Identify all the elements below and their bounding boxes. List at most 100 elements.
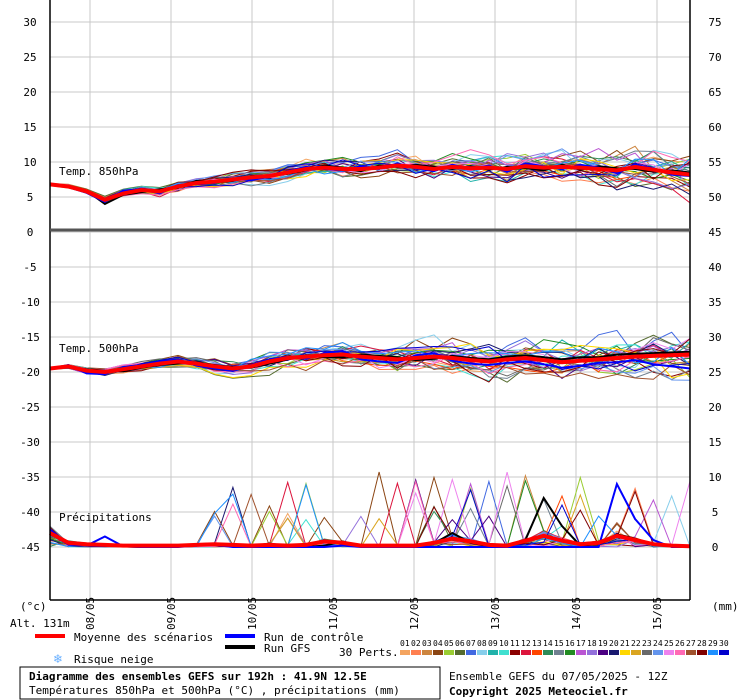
pert-number: 30 bbox=[719, 639, 729, 648]
pert-swatch bbox=[466, 650, 476, 655]
pert-swatch bbox=[565, 650, 575, 655]
pert-swatch bbox=[510, 650, 520, 655]
pert-swatch bbox=[411, 650, 421, 655]
left-tick-label: 10 bbox=[23, 156, 36, 169]
right-tick-label: 55 bbox=[708, 156, 721, 169]
pert-swatch bbox=[631, 650, 641, 655]
x-tick-label: 15/05 bbox=[651, 597, 664, 630]
footer-run: Ensemble GEFS du 07/05/2025 - 12Z bbox=[449, 670, 668, 683]
right-tick-label: 0 bbox=[712, 541, 719, 554]
right-tick-label: 30 bbox=[708, 331, 721, 344]
pert-number: 08 bbox=[477, 639, 487, 648]
altitude-label: Alt. 131m bbox=[10, 617, 70, 630]
pert-number: 16 bbox=[565, 639, 575, 648]
legend-gfs-label: Run GFS bbox=[264, 642, 310, 655]
footer-subtitle: Températures 850hPa et 500hPa (°C) , pré… bbox=[29, 684, 400, 697]
pert-number: 18 bbox=[587, 639, 597, 648]
left-tick-label: 15 bbox=[23, 121, 36, 134]
pert-number: 28 bbox=[697, 639, 707, 648]
perturbation-legend: 01 02 03 04 05 06 07 08 09 10 11 12 13 14 15 16 17 18 19 20… bbox=[400, 639, 729, 655]
left-tick-label: -40 bbox=[20, 506, 40, 519]
left-tick-label: 5 bbox=[27, 191, 34, 204]
legend-control-swatch bbox=[225, 634, 255, 638]
x-tick-label: 13/05 bbox=[489, 597, 502, 630]
pert-swatch bbox=[543, 650, 553, 655]
left-tick-label: -20 bbox=[20, 366, 40, 379]
label-t850: Temp. 850hPa bbox=[59, 165, 138, 178]
left-axis: 30 25 20 15 10 5 0 -5 -10 -15 -20 -25 -30 -35 -40 -45 bbox=[20, 16, 40, 554]
pert-swatch bbox=[455, 650, 465, 655]
pert-number: 22 bbox=[631, 639, 641, 648]
pert-number: 21 bbox=[620, 639, 630, 648]
right-unit-label: (mm) bbox=[712, 600, 739, 613]
pert-number: 03 bbox=[422, 639, 432, 648]
pert-swatch bbox=[653, 650, 663, 655]
left-tick-label: 25 bbox=[23, 51, 36, 64]
mean-t500-line bbox=[49, 352, 691, 375]
pert-swatch bbox=[532, 650, 542, 655]
left-tick-label: -30 bbox=[20, 436, 40, 449]
mean-t850-line bbox=[49, 163, 691, 202]
grid bbox=[50, 0, 690, 600]
pert-swatch bbox=[433, 650, 443, 655]
footer-title: Diagramme des ensembles GEFS sur 192h : … bbox=[29, 670, 367, 683]
pert-swatch bbox=[587, 650, 597, 655]
right-tick-label: 20 bbox=[708, 401, 721, 414]
pert-number: 07 bbox=[466, 639, 476, 648]
right-tick-label: 75 bbox=[708, 16, 721, 29]
pert-number: 29 bbox=[708, 639, 718, 648]
pert-number: 26 bbox=[675, 639, 685, 648]
right-tick-label: 5 bbox=[712, 506, 719, 519]
footer-copyright: Copyright 2025 Meteociel.fr bbox=[449, 685, 628, 698]
label-t500: Temp. 500hPa bbox=[59, 342, 138, 355]
legend-mean-swatch bbox=[35, 634, 65, 638]
right-tick-label: 10 bbox=[708, 471, 721, 484]
footer-box bbox=[19, 666, 441, 700]
pert-number: 04 bbox=[433, 639, 443, 648]
x-tick-label: 12/05 bbox=[408, 597, 421, 630]
x-tick-label: 09/05 bbox=[165, 597, 178, 630]
x-axis: 08/05 09/05 10/05 11/05 12/05 13/05 14/05 15/05 bbox=[84, 597, 664, 630]
main-series bbox=[49, 162, 691, 549]
legend-mean-label: Moyenne des scénarios bbox=[74, 631, 213, 644]
pert-number: 23 bbox=[642, 639, 652, 648]
mean-precip-line bbox=[49, 531, 691, 549]
right-tick-label: 70 bbox=[708, 51, 721, 64]
pert-number: 12 bbox=[521, 639, 531, 648]
left-tick-label: 0 bbox=[27, 226, 34, 239]
left-tick-label: -25 bbox=[20, 401, 40, 414]
left-tick-label: -15 bbox=[20, 331, 40, 344]
pert-swatch bbox=[609, 650, 619, 655]
left-tick-label: -5 bbox=[23, 261, 36, 274]
right-tick-label: 25 bbox=[708, 366, 721, 379]
pert-swatch bbox=[499, 650, 509, 655]
pert-number: 24 bbox=[653, 639, 663, 648]
x-tick-label: 11/05 bbox=[327, 597, 340, 630]
legend: Moyenne des scénarios Run de contrôle Ru… bbox=[35, 631, 729, 666]
left-tick-label: -35 bbox=[20, 471, 40, 484]
pert-swatch bbox=[444, 650, 454, 655]
pert-swatch bbox=[576, 650, 586, 655]
x-tick-label: 10/05 bbox=[246, 597, 259, 630]
label-precip: Précipitations bbox=[59, 511, 152, 524]
right-tick-label: 65 bbox=[708, 86, 721, 99]
left-tick-label: -10 bbox=[20, 296, 40, 309]
right-tick-label: 60 bbox=[708, 121, 721, 134]
legend-snow-label: Risque neige bbox=[74, 653, 153, 666]
pert-swatch bbox=[598, 650, 608, 655]
pert-number: 06 bbox=[455, 639, 465, 648]
x-tick-label: 08/05 bbox=[84, 597, 97, 630]
left-tick-label: 30 bbox=[23, 16, 36, 29]
right-tick-label: 35 bbox=[708, 296, 721, 309]
left-tick-label: 20 bbox=[23, 86, 36, 99]
x-tick-label: 14/05 bbox=[570, 597, 583, 630]
pert-swatch bbox=[422, 650, 432, 655]
snowflake-icon: ❄ bbox=[53, 652, 63, 666]
pert-swatch bbox=[686, 650, 696, 655]
pert-number: 15 bbox=[554, 639, 564, 648]
legend-control-label: Run de contrôle bbox=[264, 631, 363, 644]
pert-swatch bbox=[719, 650, 729, 655]
legend-perts-label: 30 Perts. bbox=[339, 646, 399, 659]
